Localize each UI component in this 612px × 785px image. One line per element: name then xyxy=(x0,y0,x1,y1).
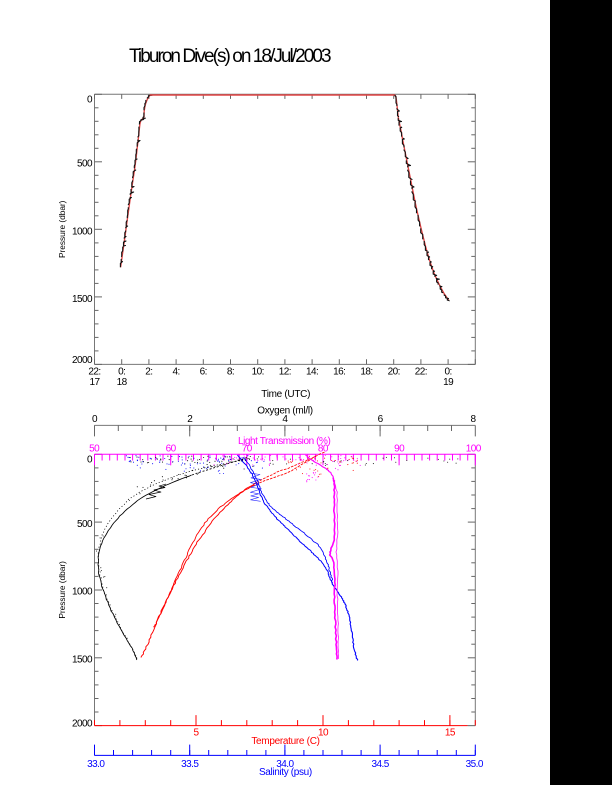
svg-text:Light Transmission (%): Light Transmission (%) xyxy=(238,436,331,447)
svg-text:2:: 2: xyxy=(145,366,152,377)
svg-text:12:: 12: xyxy=(279,366,291,377)
svg-text:8: 8 xyxy=(470,414,476,425)
svg-text:19: 19 xyxy=(443,377,454,388)
svg-text:2: 2 xyxy=(187,414,193,425)
svg-text:4:: 4: xyxy=(172,366,179,377)
svg-text:0:: 0: xyxy=(444,366,451,377)
svg-text:0:: 0: xyxy=(118,366,125,377)
svg-text:34.0: 34.0 xyxy=(276,759,294,770)
svg-text:2000: 2000 xyxy=(72,355,93,366)
svg-text:Temperature (C): Temperature (C) xyxy=(251,736,319,747)
svg-text:Oxygen (ml/l): Oxygen (ml/l) xyxy=(257,405,313,416)
svg-text:33.5: 33.5 xyxy=(181,759,199,770)
svg-text:17: 17 xyxy=(89,377,100,388)
svg-text:35.0: 35.0 xyxy=(466,759,484,770)
svg-text:8:: 8: xyxy=(227,366,234,377)
svg-text:10:: 10: xyxy=(252,366,264,377)
svg-text:100: 100 xyxy=(466,444,482,455)
svg-text:1000: 1000 xyxy=(72,227,93,238)
svg-text:Tiburon Dive(s) on 18/Jul/2003: Tiburon Dive(s) on 18/Jul/2003 xyxy=(129,46,331,67)
svg-text:500: 500 xyxy=(77,519,93,530)
svg-text:70: 70 xyxy=(242,444,253,455)
svg-text:18:: 18: xyxy=(360,366,372,377)
svg-text:14:: 14: xyxy=(306,366,318,377)
svg-text:Pressure (dbar): Pressure (dbar) xyxy=(57,561,67,619)
svg-text:50: 50 xyxy=(89,444,100,455)
svg-text:16:: 16: xyxy=(333,366,345,377)
svg-text:22:: 22: xyxy=(415,366,427,377)
svg-text:60: 60 xyxy=(166,444,177,455)
svg-text:Pressure (dbar): Pressure (dbar) xyxy=(57,200,67,258)
svg-text:10: 10 xyxy=(318,727,329,738)
svg-text:0: 0 xyxy=(87,454,93,465)
svg-text:4: 4 xyxy=(282,414,288,425)
svg-text:6:: 6: xyxy=(200,366,207,377)
svg-text:34.5: 34.5 xyxy=(371,759,389,770)
svg-text:1500: 1500 xyxy=(72,294,93,305)
svg-text:90: 90 xyxy=(394,444,405,455)
svg-text:6: 6 xyxy=(378,414,384,425)
svg-text:1500: 1500 xyxy=(72,655,93,666)
svg-text:80: 80 xyxy=(318,444,329,455)
svg-text:0: 0 xyxy=(87,94,93,105)
svg-text:1000: 1000 xyxy=(72,587,93,598)
svg-text:18: 18 xyxy=(117,377,128,388)
svg-text:500: 500 xyxy=(77,158,93,169)
svg-text:Salinity (psu): Salinity (psu) xyxy=(259,767,312,778)
svg-text:20:: 20: xyxy=(388,366,400,377)
svg-text:2000: 2000 xyxy=(72,718,93,729)
svg-text:Time (UTC): Time (UTC) xyxy=(261,389,310,400)
svg-text:33.0: 33.0 xyxy=(87,759,105,770)
svg-text:5: 5 xyxy=(193,727,199,738)
svg-text:0: 0 xyxy=(92,414,98,425)
svg-text:15: 15 xyxy=(445,727,456,738)
svg-text:22:: 22: xyxy=(88,366,100,377)
